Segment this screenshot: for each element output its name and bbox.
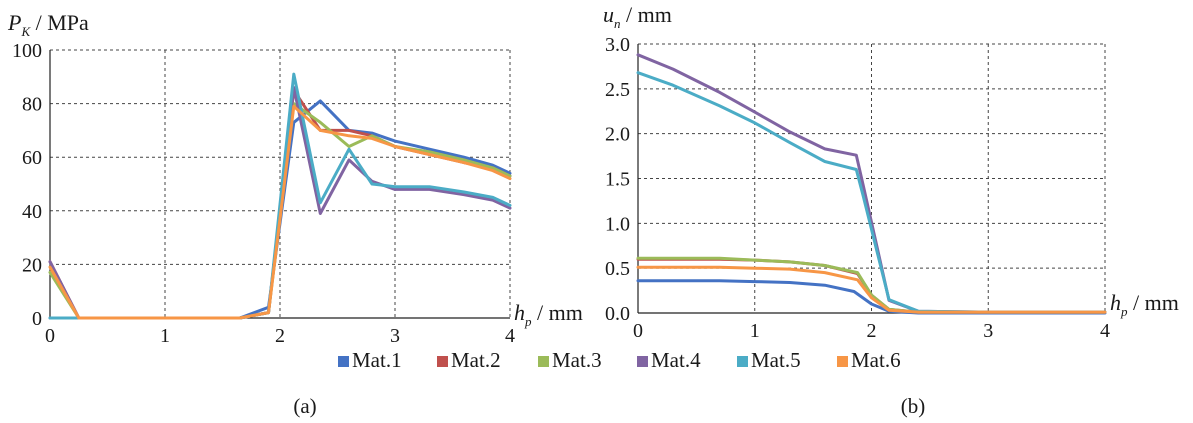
legend-swatch [637, 356, 648, 367]
series-line-mat5 [636, 71, 1107, 314]
x-tick-label: 0 [45, 325, 55, 347]
legend-swatch [538, 356, 549, 367]
x-axis-label: hp / mm [1110, 290, 1179, 319]
legend-item-mat6: Mat.6 [837, 348, 901, 372]
legend-label: Mat.4 [651, 348, 701, 372]
y-axis-label: PK / MPa [7, 10, 89, 39]
legend-swatch [338, 356, 349, 367]
legend-swatch [437, 356, 448, 367]
legend: Mat.1 Mat.2 Mat.3 Mat.4 Mat.5 Mat.6 [338, 348, 901, 372]
y-axis-label: un / mm [603, 2, 672, 31]
legend-item-mat2: Mat.2 [437, 348, 501, 372]
x-tick-label: 0 [633, 320, 643, 342]
legend-label: Mat.3 [552, 348, 602, 372]
x-tick-label: 1 [160, 325, 170, 347]
y-tick-label: 0.0 [605, 303, 630, 325]
legend-item-mat1: Mat.1 [338, 348, 402, 372]
legend-item-mat4: Mat.4 [637, 348, 701, 372]
legend-item-mat5: Mat.5 [737, 348, 801, 372]
x-tick-label: 3 [390, 325, 400, 347]
x-axis-label: hp / mm [514, 300, 583, 329]
legend-label: Mat.1 [352, 348, 402, 372]
y-tick-label: 3.0 [605, 34, 630, 56]
y-tick-label: 0 [32, 308, 42, 330]
caption-b: (b) [901, 394, 926, 418]
legend-swatch [737, 356, 748, 367]
y-tick-label: 1.0 [605, 213, 630, 235]
y-tick-label: 60 [22, 147, 42, 169]
y-tick-label: 2.0 [605, 124, 630, 146]
caption-a: (a) [293, 394, 316, 418]
y-tick-label: 0.5 [605, 258, 630, 280]
chart-b: 0 1 2 3 4 0.0 0.5 1.0 1.5 2.0 2.5 3.0 un / mm hp / mm [603, 2, 1179, 342]
x-tick-label: 2 [867, 320, 877, 342]
y-tick-label: 80 [22, 94, 42, 116]
y-tick-label: 1.5 [605, 169, 630, 191]
legend-label: Mat.2 [451, 348, 501, 372]
x-tick-label: 3 [983, 320, 993, 342]
series-line-mat6 [48, 104, 512, 320]
y-tick-label: 2.5 [605, 79, 630, 101]
gridlines [50, 49, 511, 318]
y-tick-label: 20 [22, 254, 42, 276]
gridlines [638, 43, 1106, 313]
y-tick-label: 40 [22, 201, 42, 223]
legend-label: Mat.5 [751, 348, 801, 372]
legend-item-mat3: Mat.3 [538, 348, 602, 372]
x-tick-label: 1 [750, 320, 760, 342]
series-line-mat6 [636, 265, 1107, 314]
x-tick-label: 2 [275, 325, 285, 347]
legend-label: Mat.6 [851, 348, 901, 372]
y-tick-label: 100 [12, 40, 42, 62]
x-tick-label: 4 [1100, 320, 1110, 342]
legend-swatch [837, 356, 848, 367]
x-tick-label: 4 [505, 325, 515, 347]
